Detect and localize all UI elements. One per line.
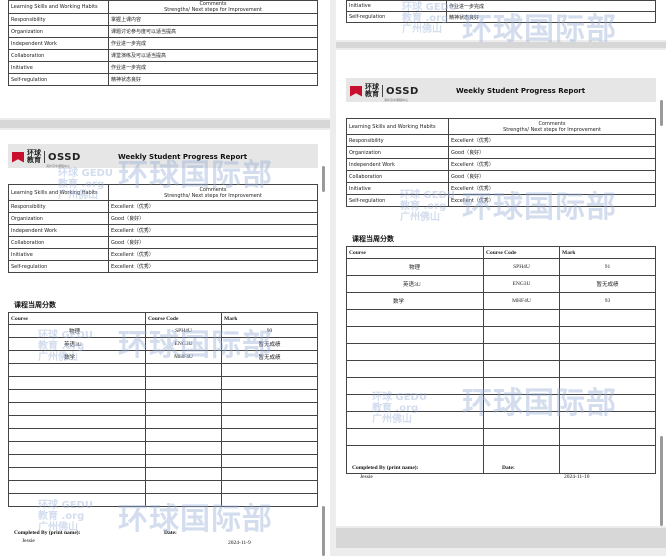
logo-icon xyxy=(350,85,362,97)
table-row: Independent Work Excellent（优秀） xyxy=(8,224,318,237)
logo: 环球教育 OSSD xyxy=(12,150,81,164)
table-row: Independent Work 作业进一步完成 xyxy=(8,37,318,50)
skills-table-page-c: Initiative 作业进一步完成 Self-regulation 精神状态良好 xyxy=(346,0,656,23)
table-row: Self-regulation 精神状态良好 xyxy=(8,73,318,86)
table-row: 英语3U ENG3U 暂无成绩 xyxy=(346,275,656,293)
table-row: Collaboration 课堂演练及可以适当提高 xyxy=(8,49,318,62)
scrollbar-left[interactable] xyxy=(322,166,325,192)
table-row: Organization Good（良好） xyxy=(8,212,318,225)
page-separator xyxy=(0,120,330,128)
table-row: Responsibility Excellent（优秀） xyxy=(346,134,656,147)
scrollbar-left-bottom[interactable] xyxy=(322,506,325,556)
completed-by-name: Jessie xyxy=(360,474,373,480)
skills-table-page-d: Learning Skills and Working Habits Commen… xyxy=(346,118,656,207)
date-label: Date: xyxy=(164,530,177,536)
table-row: Independent Work Excellent（优秀） xyxy=(346,158,656,171)
table-row: Organization 课题讨论参与度可以适当提高 xyxy=(8,25,318,38)
skills-table-page-b: Learning Skills and Working Habits Commen… xyxy=(8,184,318,273)
scrollbar-right[interactable] xyxy=(660,100,663,126)
page-c-bottom: Initiative 作业进一步完成 Self-regulation 精神状态良好 xyxy=(336,0,666,40)
section-title: 课程当周分数 xyxy=(352,235,394,243)
logo: 环球教育 OSSD xyxy=(350,84,419,98)
table-row: 物理 SPH4U 91 xyxy=(346,258,656,276)
table-row: 英语3U ENG3U 暂无成绩 xyxy=(8,337,318,351)
report-header-bar xyxy=(346,78,656,102)
table-row: Responsibility Excellent（优秀） xyxy=(8,200,318,213)
date-label: Date: xyxy=(502,465,515,471)
course-table-page-b: Course Course Code Mark 物理 SPH4U 90 英语3U ENG3… xyxy=(8,312,318,507)
table-row: Initiative 作业进一步完成 xyxy=(346,0,656,12)
ls-header-col1-a: Learning Skills and Working Habits xyxy=(8,0,109,14)
page-separator xyxy=(336,42,666,48)
section-title: 课程当周分数 xyxy=(14,301,56,309)
table-row: Self-regulation 精神状态良好 xyxy=(346,11,656,23)
table-row: 物理 SPH4U 90 xyxy=(8,324,318,338)
scrollbar-right-bottom[interactable] xyxy=(660,436,663,526)
table-row: Collaboration Good（良好） xyxy=(346,170,656,183)
table-row: Self-regulation Excellent（优秀） xyxy=(346,194,656,207)
completed-by-label: Completed By (print name): xyxy=(14,530,81,536)
logo-subtitle: 海外高中课程中心 xyxy=(46,164,71,168)
table-row: Initiative Excellent（优秀） xyxy=(346,182,656,195)
table-row: 数学 MHF4U 暂无成绩 xyxy=(8,350,318,364)
table-row: Responsibility 掌握上课内容 xyxy=(8,13,318,26)
report-title: Weekly Student Progress Report xyxy=(118,153,248,161)
date-value: 2024-11-9 xyxy=(228,540,251,546)
completed-by-name: Jessie xyxy=(22,538,35,544)
table-row: Initiative Excellent（优秀） xyxy=(8,248,318,261)
table-row: 数学 MHF4U 93 xyxy=(346,292,656,310)
course-table-page-d: Course Course Code Mark 物理 SPH4U 91 英语3U ENG3… xyxy=(346,246,656,474)
table-row: Collaboration Good（良好） xyxy=(8,236,318,249)
table-row: Self-regulation Excellent（优秀） xyxy=(8,260,318,273)
table-row: Initiative 作业进一步完成 xyxy=(8,61,318,74)
page-b: 环球教育 OSSD 海外高中课程中心 Weekly Student Progre… xyxy=(0,130,330,556)
table-row: Organization Good（良好） xyxy=(346,146,656,159)
page-d: 环球教育 OSSD 海外高中课程中心 Weekly Student Progre… xyxy=(336,50,666,526)
completed-by-label: Completed By (print name): xyxy=(352,465,419,471)
date-value: 2024-11-10 xyxy=(564,474,590,480)
skills-table-page-a: Learning Skills and Working Habits Commen… xyxy=(8,0,318,86)
report-title: Weekly Student Progress Report xyxy=(456,87,586,95)
page-a-bottom: Learning Skills and Working Habits Commen… xyxy=(0,0,330,118)
report-header-bar xyxy=(8,144,318,168)
logo-icon xyxy=(12,151,24,163)
page-separator xyxy=(336,528,666,548)
logo-subtitle: 海外高中课程中心 xyxy=(384,98,409,102)
